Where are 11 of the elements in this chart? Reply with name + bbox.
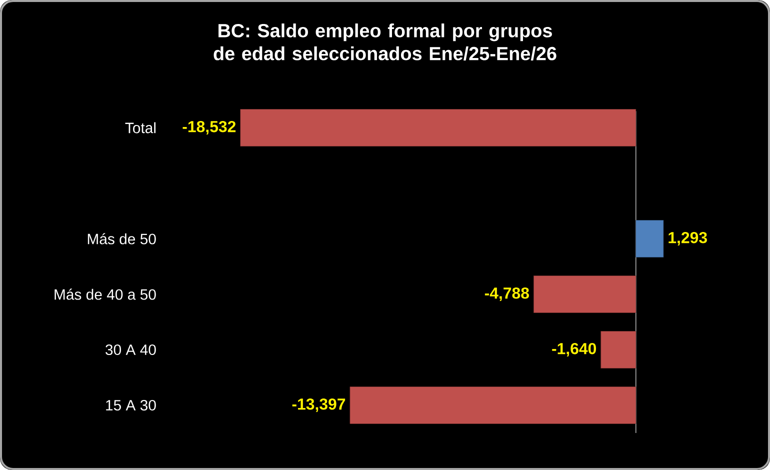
data-label: -1,640 [552, 342, 596, 357]
y-tick-label: Más de 50 [88, 233, 156, 244]
data-label: -18,532 [182, 120, 236, 135]
data-label: 1,293 [668, 232, 707, 246]
y-tick-label: 15 A 30 [106, 400, 156, 411]
chart-title: BC: Saldo empleo formal por grupos de edad seleccionados Ene/25-Ene/26 [214, 23, 556, 60]
data-label: -13,397 [292, 398, 346, 412]
data-label: -4,788 [484, 287, 530, 302]
y-tick-label: Total [125, 122, 156, 134]
y-tick-label: Más de 40 a 50 [54, 288, 156, 300]
y-tick-label: 30 A 40 [106, 344, 156, 356]
